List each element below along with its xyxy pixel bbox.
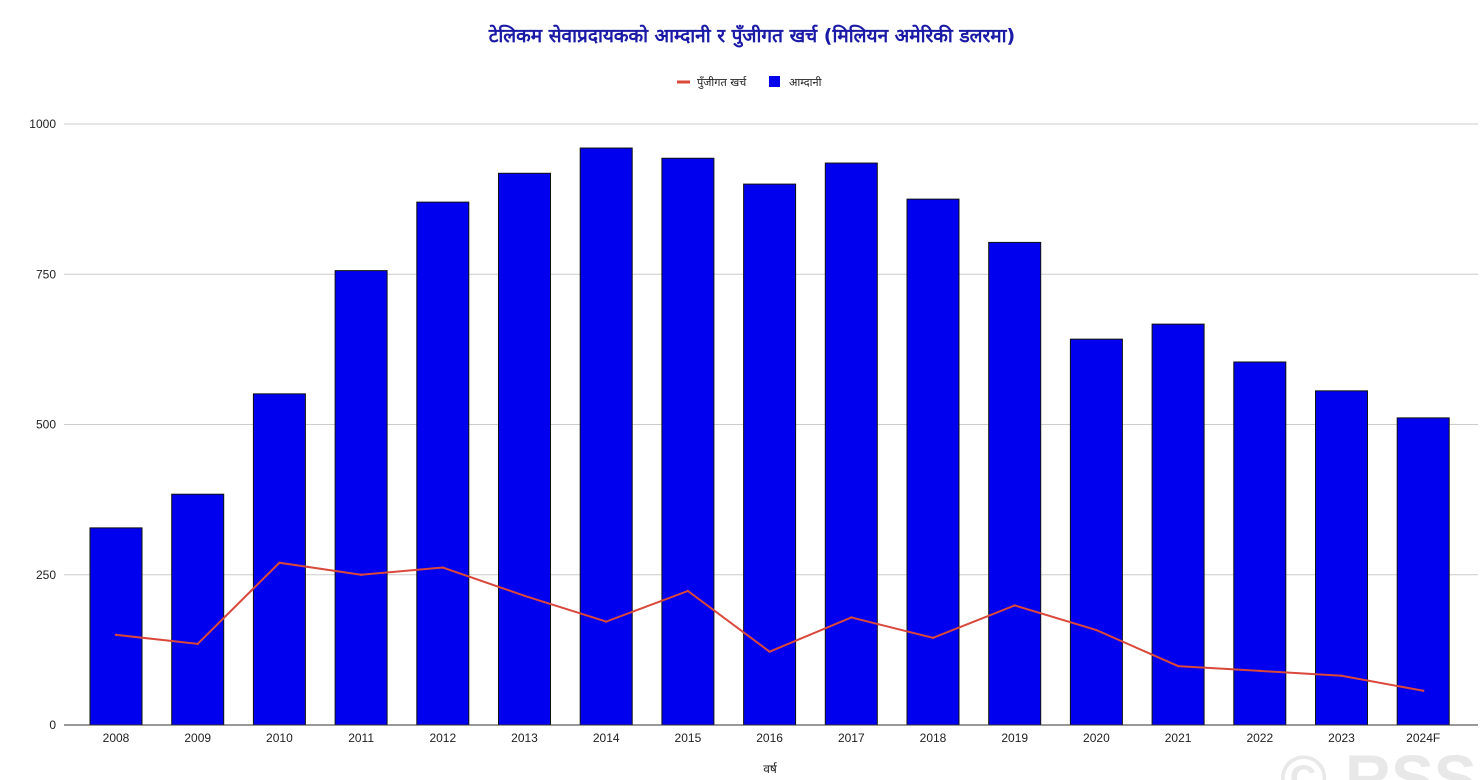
bar-revenue-2019 (988, 241, 1042, 726)
point-capex-2019 (1013, 604, 1016, 607)
bar-revenue-2008 (89, 527, 143, 726)
point-capex-2011 (359, 573, 363, 576)
bar-revenue-2018 (906, 198, 960, 726)
bar-revenue-2024F (1396, 417, 1450, 726)
y-tick-label: 0 (49, 718, 56, 732)
bar-revenue-2009 (171, 493, 225, 726)
x-tick-label: 2012 (429, 731, 456, 745)
point-capex-2023 (1340, 674, 1343, 677)
bar-revenue-2016 (743, 183, 797, 726)
bar-revenue-2012 (416, 201, 470, 726)
point-capex-2022 (1258, 669, 1262, 673)
point-capex-2010 (278, 561, 281, 564)
x-tick-label: 2015 (675, 731, 702, 745)
x-tick-label: 2020 (1083, 731, 1110, 745)
x-tick-label: 2021 (1165, 731, 1192, 745)
x-tick-label: 2016 (756, 731, 783, 745)
point-capex-2017 (850, 616, 853, 619)
x-tick-label: 2017 (838, 731, 865, 745)
x-tick-label: 2024F (1406, 731, 1440, 745)
legend-label-capex: पुँजीगत खर्च (697, 76, 747, 89)
bar-revenue-2023 (1315, 390, 1368, 726)
chart-title: टेलिकम सेवाप्रदायकको आम्दानी र पुँजीगत ख… (488, 24, 1015, 48)
bar-revenue-2011 (334, 270, 388, 726)
y-tick-label: 1000 (29, 117, 56, 131)
x-tick-label: 2009 (184, 731, 211, 745)
revenue-bars (89, 147, 1450, 726)
watermark: © RSS (1280, 742, 1477, 780)
y-tick-label: 250 (36, 568, 56, 582)
bar-revenue-2015 (661, 157, 715, 726)
y-tick-label: 750 (36, 267, 56, 281)
legend-label-revenue: आम्दानी (789, 76, 822, 89)
point-capex-2013 (523, 594, 526, 597)
x-tick-label: 2022 (1246, 731, 1273, 745)
point-capex-2021 (1176, 664, 1180, 668)
x-tick-label: 2014 (593, 731, 620, 745)
x-tick-label: 2011 (348, 731, 374, 745)
point-capex-2015 (686, 589, 690, 593)
point-capex-2018 (931, 636, 935, 640)
x-tick-label: 2013 (511, 731, 538, 745)
y-tick-label: 500 (36, 418, 56, 432)
bar-revenue-2021 (1151, 323, 1205, 726)
x-tick-label: 2018 (920, 731, 947, 745)
x-tick-label: 2019 (1001, 731, 1028, 745)
capex-line-series (114, 561, 1425, 692)
y-axis-ticks: 0 250 500 750 1000 (29, 117, 56, 732)
x-tick-label: 2010 (266, 731, 293, 745)
x-tick-label: 2023 (1328, 731, 1355, 745)
point-capex-2014 (605, 620, 608, 623)
point-capex-2008 (114, 633, 118, 637)
bar-revenue-2020 (1069, 338, 1123, 726)
point-capex-2020 (1095, 628, 1098, 632)
bar-revenue-2017 (824, 162, 878, 726)
x-axis-label: वर्ष (763, 762, 778, 776)
legend-swatch-revenue (769, 76, 780, 87)
point-capex-2012 (441, 566, 444, 569)
bar-revenue-2010 (252, 393, 306, 726)
legend: पुँजीगत खर्च आम्दानी (677, 76, 822, 89)
point-capex-2009 (196, 642, 199, 646)
point-capex-2016 (768, 650, 771, 653)
bar-revenue-2013 (498, 172, 551, 726)
x-axis-ticks: 2008 2009 2010 2011 2012 2013 2014 2015 2016 2017… (103, 731, 1441, 745)
x-tick-label: 2008 (103, 731, 130, 745)
bar-revenue-2014 (579, 147, 633, 726)
point-capex-2024F (1422, 689, 1425, 692)
